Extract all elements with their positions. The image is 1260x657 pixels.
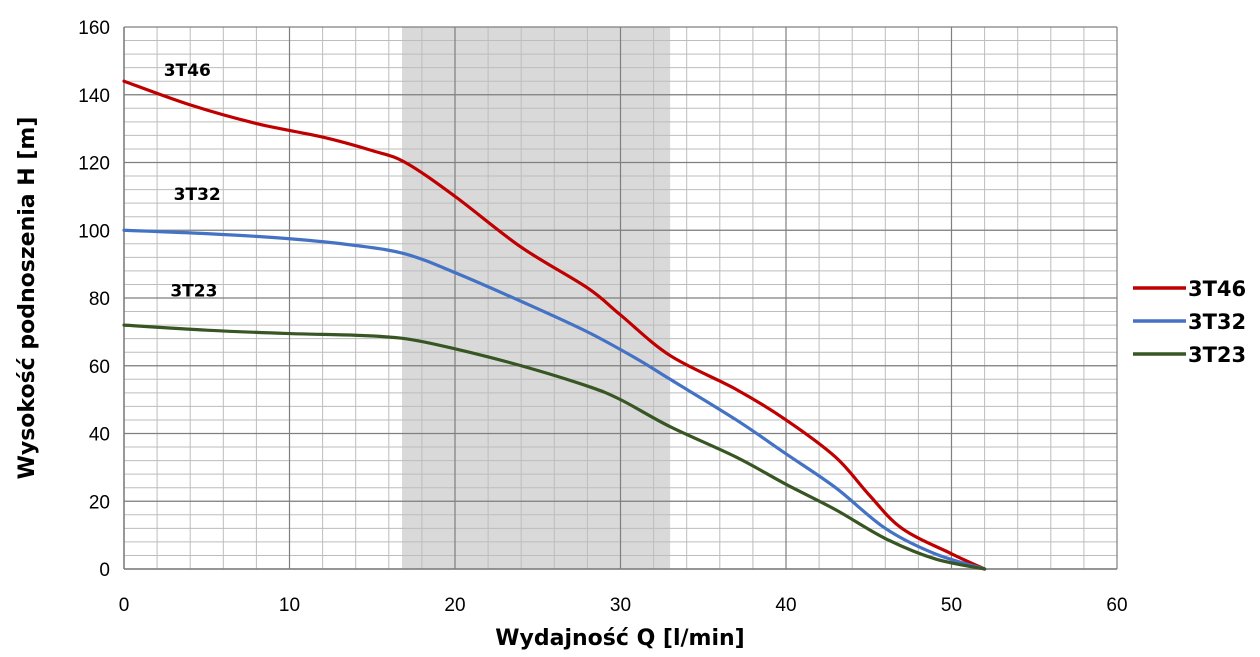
y-tick-label: 60 xyxy=(89,357,110,378)
y-tick-label: 20 xyxy=(89,492,110,513)
y-tick-label: 160 xyxy=(78,18,110,39)
y-tick-label: 0 xyxy=(99,560,110,581)
series-line-3t32 xyxy=(122,228,987,571)
x-tick-label: 30 xyxy=(610,595,631,616)
y-tick-label: 140 xyxy=(78,86,110,107)
x-tick-label: 60 xyxy=(1106,595,1127,616)
x-axis-title: Wydajność Q [l/min] xyxy=(495,626,745,651)
legend-label: 3T23 xyxy=(1188,343,1246,367)
x-tick-label: 20 xyxy=(444,595,465,616)
x-tick-label: 50 xyxy=(941,595,962,616)
y-tick-label: 100 xyxy=(78,221,110,242)
x-tick-label: 40 xyxy=(775,595,796,616)
curve-labels: 3T46 3T32 3T23 xyxy=(164,61,221,301)
series-lines xyxy=(122,79,987,571)
curve-label: 3T46 xyxy=(164,61,211,81)
grid xyxy=(123,26,1118,570)
series-line-3t46 xyxy=(122,79,987,571)
legend: 3T46 3T32 3T23 xyxy=(1133,277,1246,367)
legend-label: 3T32 xyxy=(1188,310,1246,334)
x-tick-label: 0 xyxy=(119,595,130,616)
x-tick-label: 10 xyxy=(279,595,300,616)
curve-label: 3T23 xyxy=(170,281,217,301)
y-axis-title: Wysokość podnoszenia H [m] xyxy=(15,117,40,480)
y-tick-label: 120 xyxy=(78,154,110,175)
y-tick-label: 40 xyxy=(89,425,110,446)
legend-label: 3T46 xyxy=(1188,277,1246,301)
curve-label: 3T32 xyxy=(174,185,221,205)
series-line-3t23 xyxy=(122,323,987,571)
y-tick-label: 80 xyxy=(89,289,110,310)
axes: 0 10 20 30 40 50 60 0 20 40 60 80 100 120 140 160 xyxy=(78,18,1127,616)
